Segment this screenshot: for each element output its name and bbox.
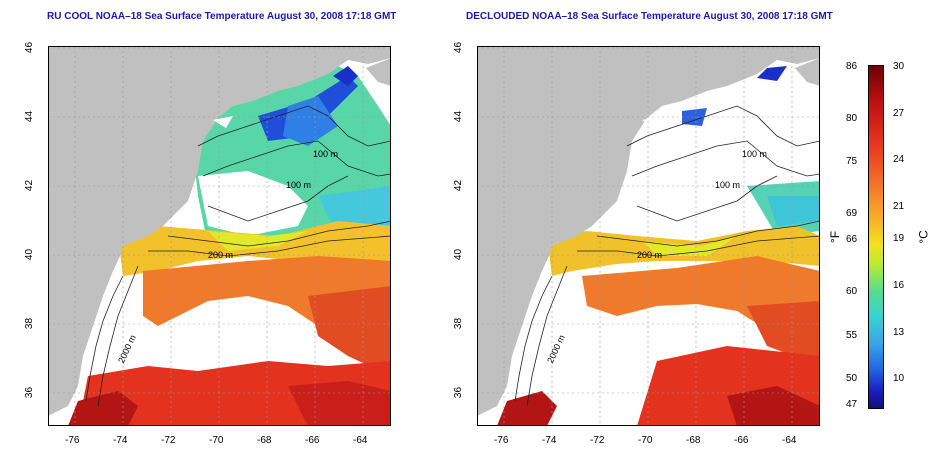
x-tick: -74 bbox=[113, 435, 128, 446]
x-tick: -66 bbox=[305, 435, 320, 446]
x-tick: -66 bbox=[734, 435, 749, 446]
lat-lon-grid bbox=[48, 46, 391, 426]
land-mass bbox=[48, 46, 391, 416]
temperature-colorbar bbox=[868, 65, 884, 409]
celsius-unit-label: °C bbox=[916, 230, 931, 244]
right-sst-map: 100 m 100 m 200 m 2000 m bbox=[477, 46, 820, 426]
contour-label: 100 m bbox=[715, 180, 741, 190]
fahrenheit-tick: 47 bbox=[846, 399, 858, 410]
contour-label: 200 m bbox=[637, 250, 663, 260]
x-tick: -76 bbox=[494, 435, 509, 446]
celsius-tick: 13 bbox=[893, 327, 905, 338]
x-tick: -68 bbox=[257, 435, 272, 446]
fahrenheit-unit-label: °F bbox=[828, 230, 843, 244]
fahrenheit-tick: 55 bbox=[846, 330, 858, 341]
left-sst-map: 100 m 100 m 200 m 2000 m bbox=[48, 46, 391, 426]
right-panel-title: DECLOUDED NOAA–18 Sea Surface Temperatur… bbox=[466, 11, 833, 22]
contour-label: 100 m bbox=[286, 180, 312, 190]
y-tick: 46 bbox=[24, 41, 36, 54]
fahrenheit-tick: 80 bbox=[846, 113, 858, 124]
y-tick: 40 bbox=[453, 248, 465, 261]
celsius-tick: 21 bbox=[893, 201, 905, 212]
celsius-tick: 30 bbox=[893, 61, 905, 72]
y-tick: 36 bbox=[24, 386, 36, 399]
lat-lon-grid bbox=[477, 46, 820, 426]
contour-label: 100 m bbox=[742, 149, 768, 159]
x-tick: -64 bbox=[782, 435, 797, 446]
fahrenheit-tick: 75 bbox=[846, 156, 858, 167]
y-tick: 42 bbox=[24, 179, 36, 192]
x-tick: -72 bbox=[161, 435, 176, 446]
contour-label: 200 m bbox=[208, 250, 234, 260]
celsius-tick: 10 bbox=[893, 373, 905, 384]
sst-field bbox=[477, 66, 820, 426]
fahrenheit-tick: 86 bbox=[846, 61, 858, 72]
celsius-tick: 19 bbox=[893, 233, 905, 244]
y-tick: 40 bbox=[24, 248, 36, 261]
bathymetry-contours bbox=[85, 105, 391, 407]
fahrenheit-tick: 69 bbox=[846, 208, 858, 219]
land-mass bbox=[477, 46, 820, 416]
x-tick: -72 bbox=[590, 435, 605, 446]
fahrenheit-tick: 66 bbox=[846, 234, 858, 245]
contour-label: 100 m bbox=[313, 149, 339, 159]
y-tick: 38 bbox=[453, 317, 465, 330]
left-panel-title: RU COOL NOAA–18 Sea Surface Temperature … bbox=[47, 11, 397, 22]
x-tick: -74 bbox=[542, 435, 557, 446]
y-tick: 38 bbox=[24, 317, 36, 330]
celsius-tick: 16 bbox=[893, 280, 905, 291]
x-tick: -70 bbox=[638, 435, 653, 446]
y-tick: 44 bbox=[453, 110, 465, 123]
fahrenheit-tick: 60 bbox=[846, 286, 858, 297]
celsius-tick: 27 bbox=[893, 108, 905, 119]
celsius-tick: 24 bbox=[893, 154, 905, 165]
bathymetry-contours bbox=[514, 105, 820, 407]
y-tick: 36 bbox=[453, 386, 465, 399]
x-tick: -64 bbox=[353, 435, 368, 446]
fahrenheit-tick: 50 bbox=[846, 373, 858, 384]
x-tick: -70 bbox=[209, 435, 224, 446]
y-tick: 46 bbox=[453, 41, 465, 54]
x-tick: -76 bbox=[65, 435, 80, 446]
x-tick: -68 bbox=[686, 435, 701, 446]
y-tick: 44 bbox=[24, 110, 36, 123]
y-tick: 42 bbox=[453, 179, 465, 192]
